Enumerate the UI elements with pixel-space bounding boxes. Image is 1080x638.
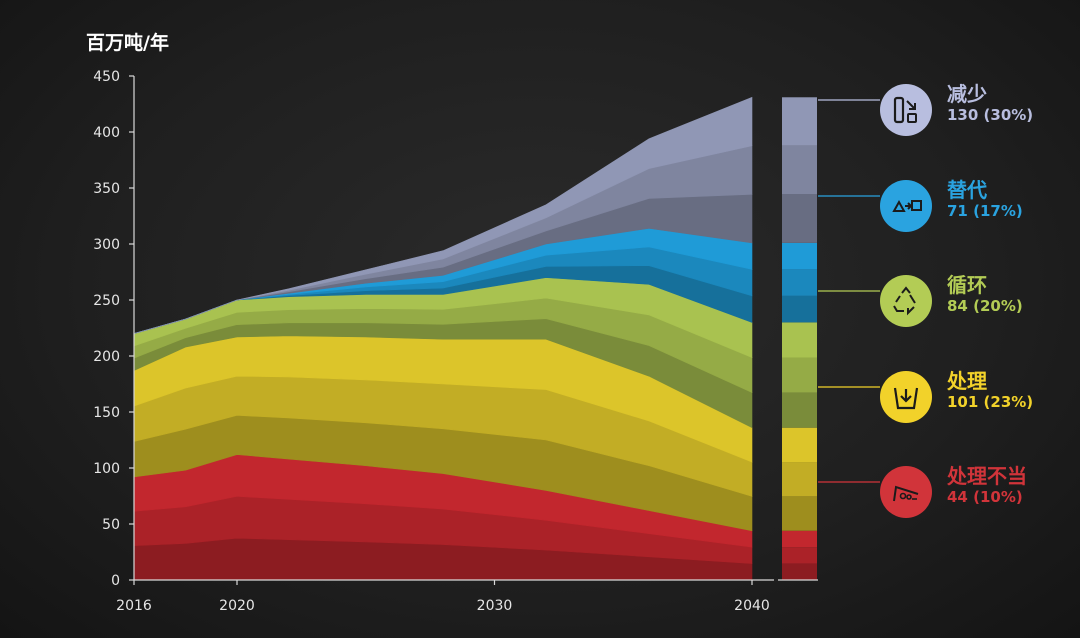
bar-2040-处理-segment-2	[782, 462, 817, 497]
bar-2040-循环-segment-2	[782, 357, 817, 393]
legend-item-reduce: 减少 130 (30%)	[880, 74, 1070, 138]
bar-2040-处理-segment-1	[782, 496, 817, 531]
y-tick-label: 0	[111, 573, 120, 589]
bar-2040-替代-segment-2	[782, 269, 817, 296]
y-tick-label: 300	[93, 237, 120, 253]
legend-value-mismanaged: 44 (10%)	[947, 488, 1023, 506]
legend-name-recycle: 循环	[947, 273, 987, 297]
bar-2040	[782, 97, 817, 580]
y-tick-label: 250	[93, 293, 120, 309]
legend-value-substitute: 71 (17%)	[947, 202, 1023, 220]
bar-2040-处理不当-segment-2	[782, 547, 817, 564]
bar-2040-减少-segment-2	[782, 145, 817, 195]
legend-value-recycle: 84 (20%)	[947, 297, 1023, 315]
y-tick-label: 150	[93, 405, 120, 421]
bar-2040-替代-segment-1	[782, 295, 817, 323]
bar-2040-替代-segment-3	[782, 242, 817, 270]
area-layers	[133, 96, 753, 581]
legend-name-mismanaged: 处理不当	[947, 464, 1027, 488]
legend-value-dispose: 101 (23%)	[947, 393, 1034, 411]
x-tick-label: 2030	[477, 598, 513, 614]
y-tick-label: 450	[93, 69, 120, 85]
bar-2040-处理-segment-3	[782, 427, 817, 463]
legend-name-reduce: 减少	[947, 82, 987, 106]
y-tick-label: 400	[93, 125, 120, 141]
y-tick-label: 100	[93, 461, 120, 477]
legend-name-dispose: 处理	[947, 369, 987, 393]
reduce-icon	[880, 84, 932, 136]
x-tick-label: 2040	[734, 598, 770, 614]
mismanaged-icon	[880, 466, 932, 518]
legend-item-substitute: 替代 71 (17%)	[880, 170, 1070, 234]
y-tick-label: 200	[93, 349, 120, 365]
legend-item-dispose: 处理 101 (23%)	[880, 361, 1070, 425]
area-减少-band-3	[133, 96, 753, 334]
axes: 0 50 100 150 200 250 300 350 400 450 2016 2020 2030 2…	[93, 69, 818, 614]
bar-2040-减少-segment-3	[782, 97, 817, 146]
bar-2040-处理不当-segment-1	[782, 563, 817, 580]
legend-connectors	[818, 99, 880, 483]
bar-2040-循环-segment-3	[782, 322, 817, 358]
substitute-icon	[880, 180, 932, 232]
recycle-icon	[880, 275, 932, 327]
x-tick-label: 2020	[219, 598, 255, 614]
legend-name-substitute: 替代	[947, 178, 987, 202]
legend-value-reduce: 130 (30%)	[947, 106, 1034, 124]
legend-item-recycle: 循环 84 (20%)	[880, 265, 1070, 329]
bar-2040-减少-segment-1	[782, 194, 817, 243]
dispose-icon	[880, 371, 932, 423]
y-tick-label: 350	[93, 181, 120, 197]
x-tick-label: 2016	[116, 598, 152, 614]
legend-item-mismanaged: 处理不当 44 (10%)	[880, 456, 1070, 520]
bar-2040-循环-segment-1	[782, 392, 817, 428]
y-unit-label: 百万吨/年	[86, 32, 169, 54]
bar-2040-处理不当-segment-3	[782, 530, 817, 548]
y-tick-label: 50	[102, 517, 120, 533]
